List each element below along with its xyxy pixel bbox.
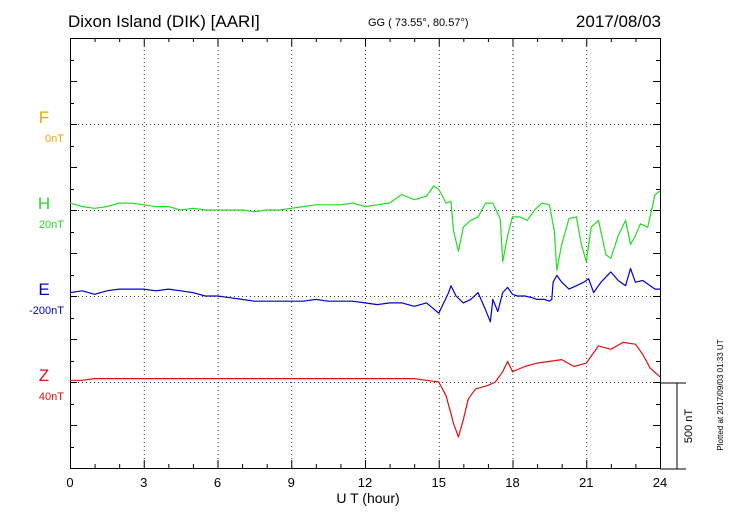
scale-bar-label: 500 nT: [683, 409, 695, 444]
chart-date: 2017/08/03: [576, 12, 661, 31]
x-tick-labels: 0 3 6 9 12 15 18 21 24: [66, 475, 667, 490]
channel-name-E: E: [38, 280, 49, 299]
x-tick-label: 15: [432, 475, 446, 490]
scale-bar: 500 nT: [660, 382, 695, 470]
series-line-Z: [70, 341, 661, 438]
series-line-E: [69, 267, 660, 323]
series-line-H: [69, 185, 661, 271]
axis-ticks: [70, 38, 661, 468]
x-tick-label: 0: [66, 475, 73, 490]
series-lines: [69, 185, 661, 438]
channel-name-F: F: [39, 108, 49, 127]
channel-name-H: H: [38, 194, 50, 213]
channel-baseline-H: 20nT: [39, 219, 64, 231]
station-coordinates: GG ( 73.55°, 80.57°): [368, 17, 469, 29]
channel-labels: F 0nT H 20nT E -200nT Z 40nT: [29, 108, 64, 403]
plotted-at-note: Plotted at 2017/09/03 01:33 UT: [716, 339, 725, 450]
x-tick-label: 21: [579, 475, 593, 490]
channel-baseline-Z: 40nT: [39, 391, 64, 403]
x-tick-label: 6: [214, 475, 221, 490]
x-tick-label: 9: [288, 475, 295, 490]
chart-title: Dixon Island (DIK) [AARI]: [68, 12, 260, 31]
x-axis-label: U T (hour): [336, 490, 399, 506]
x-tick-label: 12: [358, 475, 372, 490]
x-tick-label: 3: [140, 475, 147, 490]
x-tick-label: 18: [505, 475, 519, 490]
channel-baseline-F: 0nT: [45, 133, 64, 145]
channel-baseline-E: -200nT: [29, 305, 64, 317]
grid-lines: [70, 38, 660, 468]
channel-name-Z: Z: [39, 366, 49, 385]
x-tick-label: 24: [653, 475, 667, 490]
